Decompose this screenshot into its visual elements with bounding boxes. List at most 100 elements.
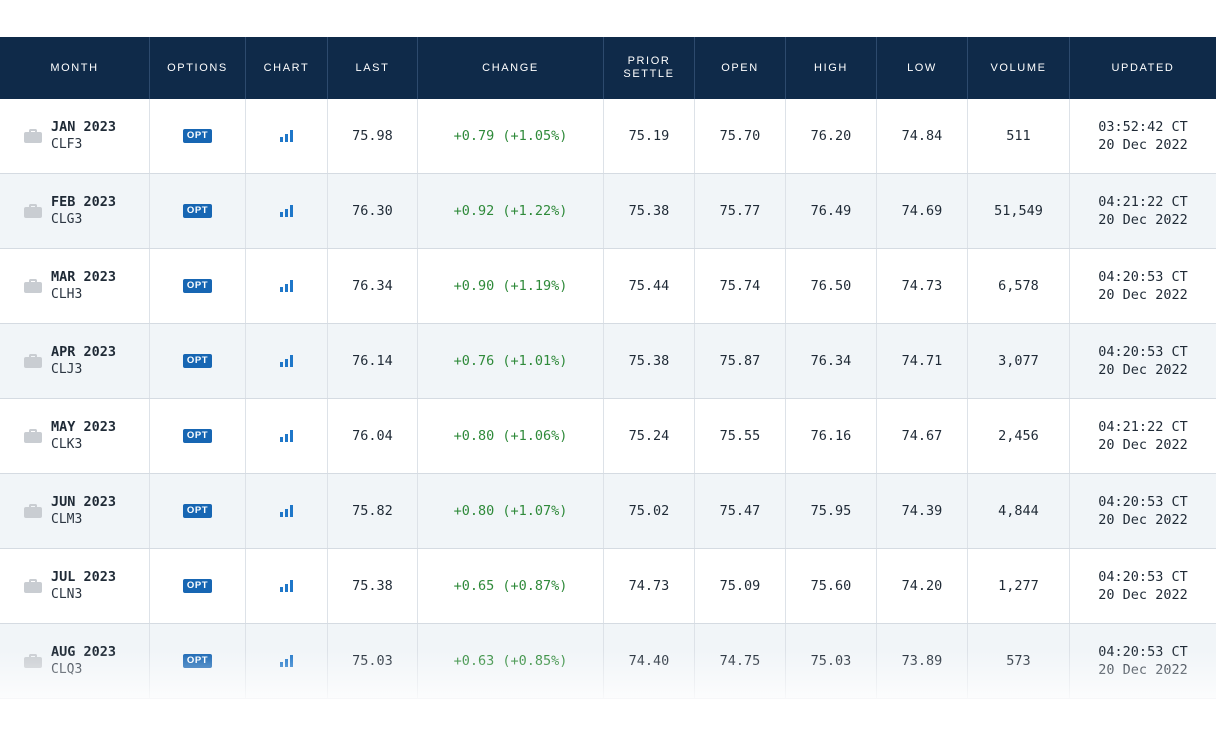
table-body: JAN 2023 CLF3 OPT 75.98 +0.79 (+1.05%) 75.19 7… [0, 99, 1216, 699]
price-change: +0.65 (+0.87%) [418, 549, 604, 623]
month-cell[interactable]: JUL 2023 CLN3 [0, 549, 150, 623]
table-header: MONTH OPTIONS CHART LAST CHANGE PRIOR SE… [0, 37, 1216, 99]
column-header-last[interactable]: LAST [328, 37, 418, 99]
volume: 573 [968, 624, 1070, 698]
column-header-change[interactable]: CHANGE [418, 37, 604, 99]
contract-month[interactable]: MAY 2023 [51, 419, 117, 435]
bar-chart-icon[interactable] [280, 655, 293, 667]
options-button[interactable]: OPT [182, 129, 213, 143]
last-price: 76.14 [328, 324, 418, 398]
volume: 4,844 [968, 474, 1070, 548]
options-button[interactable]: OPT [182, 354, 213, 368]
updated-time: 04:20:53 CT [1098, 494, 1188, 510]
options-button[interactable]: OPT [182, 654, 213, 668]
options-cell: OPT [150, 249, 246, 323]
column-header-prior-settle[interactable]: PRIOR SETTLE [604, 37, 695, 99]
last-price: 76.04 [328, 399, 418, 473]
high-price: 76.16 [786, 399, 877, 473]
month-text: JUN 2023 CLM3 [51, 493, 116, 529]
briefcase-icon [24, 354, 42, 368]
contract-month[interactable]: APR 2023 [51, 344, 117, 360]
options-cell: OPT [150, 549, 246, 623]
contract-month[interactable]: AUG 2023 [51, 644, 117, 660]
contract-month[interactable]: JUL 2023 [51, 569, 117, 585]
chart-cell [246, 249, 328, 323]
contract-month[interactable]: FEB 2023 [51, 194, 117, 210]
options-button[interactable]: OPT [182, 204, 213, 218]
bar-chart-icon[interactable] [280, 280, 293, 292]
updated-date: 20 Dec 2022 [1098, 437, 1188, 453]
month-cell[interactable]: JAN 2023 CLF3 [0, 99, 150, 173]
contract-month[interactable]: JAN 2023 [51, 119, 117, 135]
prior-settle: 75.24 [604, 399, 695, 473]
bar-chart-icon[interactable] [280, 430, 293, 442]
updated-cell: 04:21:22 CT 20 Dec 2022 [1070, 399, 1216, 473]
high-price: 76.34 [786, 324, 877, 398]
table-row: JUL 2023 CLN3 OPT 75.38 +0.65 (+0.87%) 74.73 7… [0, 549, 1216, 624]
month-cell[interactable]: MAR 2023 CLH3 [0, 249, 150, 323]
updated-cell: 04:20:53 CT 20 Dec 2022 [1070, 324, 1216, 398]
column-header-month[interactable]: MONTH [0, 37, 150, 99]
prior-settle: 74.40 [604, 624, 695, 698]
column-header-chart[interactable]: CHART [246, 37, 328, 99]
contract-month[interactable]: MAR 2023 [51, 269, 117, 285]
price-change: +0.92 (+1.22%) [418, 174, 604, 248]
table-row: JAN 2023 CLF3 OPT 75.98 +0.79 (+1.05%) 75.19 7… [0, 99, 1216, 174]
bar-chart-icon[interactable] [280, 505, 293, 517]
volume: 51,549 [968, 174, 1070, 248]
volume: 1,277 [968, 549, 1070, 623]
bar-chart-icon[interactable] [280, 580, 293, 592]
briefcase-icon [24, 129, 42, 143]
column-header-high[interactable]: HIGH [786, 37, 877, 99]
prior-settle: 75.02 [604, 474, 695, 548]
chart-cell [246, 99, 328, 173]
options-cell: OPT [150, 399, 246, 473]
month-cell[interactable]: AUG 2023 CLQ3 [0, 624, 150, 698]
updated-date: 20 Dec 2022 [1098, 587, 1188, 603]
updated-date: 20 Dec 2022 [1098, 512, 1188, 528]
options-button[interactable]: OPT [182, 504, 213, 518]
month-text: MAY 2023 CLK3 [51, 418, 116, 454]
month-cell[interactable]: JUN 2023 CLM3 [0, 474, 150, 548]
options-button[interactable]: OPT [182, 579, 213, 593]
low-price: 74.73 [877, 249, 968, 323]
column-header-options[interactable]: OPTIONS [150, 37, 246, 99]
last-price: 75.98 [328, 99, 418, 173]
low-price: 74.71 [877, 324, 968, 398]
column-header-updated[interactable]: UPDATED [1111, 61, 1175, 74]
updated-cell: 04:20:53 CT 20 Dec 2022 [1070, 474, 1216, 548]
options-cell: OPT [150, 174, 246, 248]
month-cell[interactable]: MAY 2023 CLK3 [0, 399, 150, 473]
last-price: 75.82 [328, 474, 418, 548]
chart-cell [246, 474, 328, 548]
briefcase-icon [24, 204, 42, 218]
contract-code: CLG3 [51, 212, 83, 227]
table-row: AUG 2023 CLQ3 OPT 75.03 +0.63 (+0.85%) 74.40 7… [0, 624, 1216, 699]
contract-month[interactable]: JUN 2023 [51, 494, 117, 510]
price-change: +0.80 (+1.06%) [418, 399, 604, 473]
month-text: FEB 2023 CLG3 [51, 193, 116, 229]
column-header-open[interactable]: OPEN [695, 37, 786, 99]
options-button[interactable]: OPT [182, 429, 213, 443]
options-cell: OPT [150, 624, 246, 698]
updated-cell: 04:20:53 CT 20 Dec 2022 [1070, 549, 1216, 623]
volume: 3,077 [968, 324, 1070, 398]
updated-time: 04:20:53 CT [1098, 269, 1188, 285]
prior-settle: 75.38 [604, 324, 695, 398]
open-price: 75.09 [695, 549, 786, 623]
options-button[interactable]: OPT [182, 279, 213, 293]
prior-settle: 75.44 [604, 249, 695, 323]
bar-chart-icon[interactable] [280, 355, 293, 367]
month-cell[interactable]: APR 2023 CLJ3 [0, 324, 150, 398]
bar-chart-icon[interactable] [280, 205, 293, 217]
high-price: 76.50 [786, 249, 877, 323]
briefcase-icon [24, 504, 42, 518]
high-price: 75.95 [786, 474, 877, 548]
column-header-volume[interactable]: VOLUME [968, 37, 1070, 99]
column-header-low[interactable]: LOW [877, 37, 968, 99]
chart-cell [246, 174, 328, 248]
month-cell[interactable]: FEB 2023 CLG3 [0, 174, 150, 248]
bar-chart-icon[interactable] [280, 130, 293, 142]
open-price: 74.75 [695, 624, 786, 698]
updated-date: 20 Dec 2022 [1098, 287, 1188, 303]
